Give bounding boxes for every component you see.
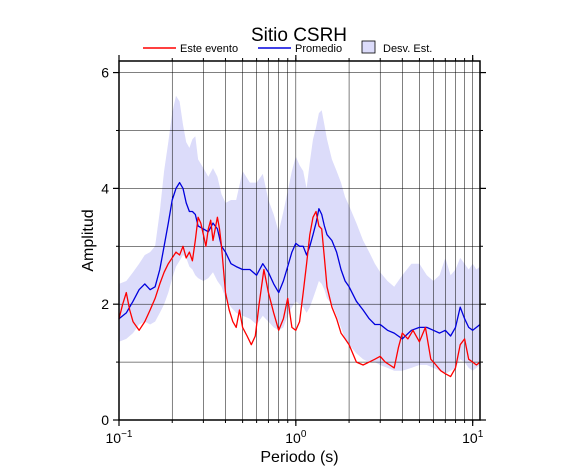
x-tick-label: 101 [462,429,484,446]
x-axis-label: Periodo (s) [260,449,338,466]
series-este-evento-line [118,210,481,378]
legend: Este evento Promedio Desv. Est. [143,40,432,55]
y-tick-label: 6 [101,65,109,81]
chart-title: Sitio CSRH [251,25,347,46]
x-tick-label: 10−1 [106,429,133,446]
legend-label-desv-est: Desv. Est. [383,43,432,55]
plot-frame [118,60,481,421]
legend-label-promedio: Promedio [295,43,342,55]
x-tick-label: 100 [285,429,307,446]
series-layer [118,181,481,378]
y-tick-label: 2 [101,296,109,312]
ticks-layer: 0 2 4 6 10−1 100 101 [101,55,486,446]
legend-label-este-evento: Este evento [180,43,238,55]
y-axis-label: Amplitud [80,209,97,271]
legend-swatch-desv-est [361,40,376,54]
grid-layer [119,61,480,420]
y-tick-label: 0 [101,412,109,428]
series-promedio-line [118,181,481,340]
y-tick-label: 4 [101,180,109,196]
